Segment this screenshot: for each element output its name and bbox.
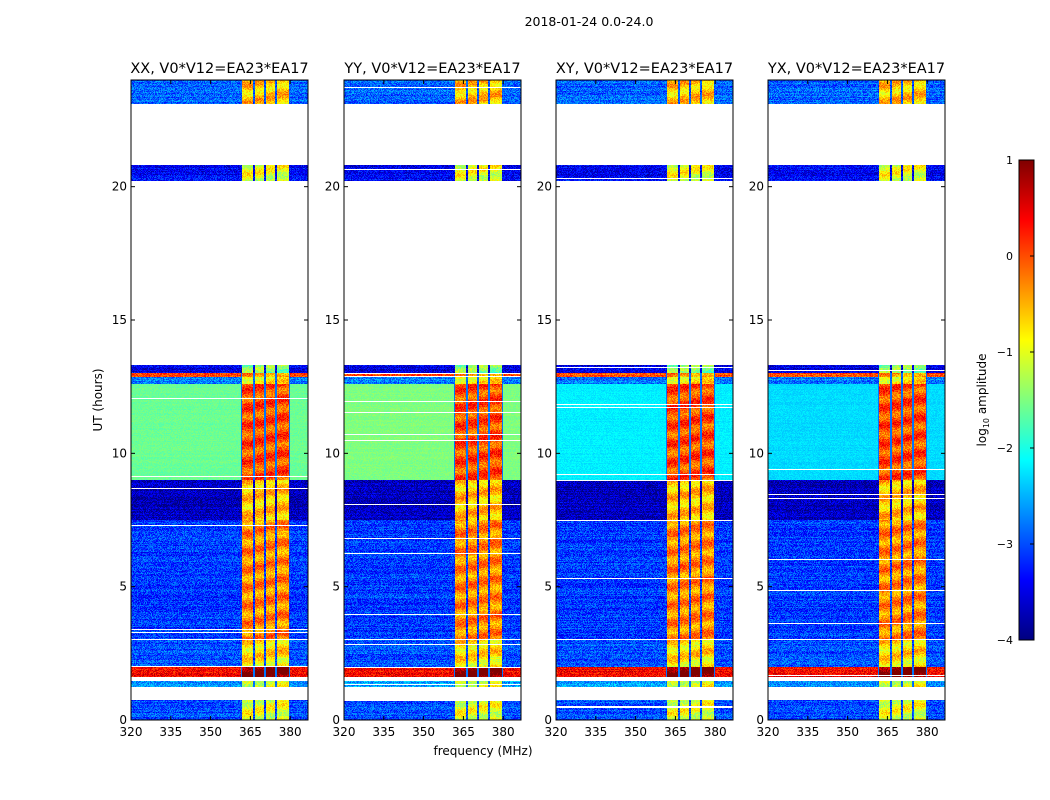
y-tick-label: 0: [756, 713, 764, 727]
heatmap-panel-xx: [131, 80, 308, 720]
x-tick-label: 380: [492, 725, 515, 739]
panel-frame: [130, 79, 309, 721]
y-tick-label: 20: [112, 180, 127, 194]
x-tick-label: 365: [876, 725, 899, 739]
x-tick-label: 380: [279, 725, 302, 739]
y-axis-label: UT (hours): [91, 368, 105, 431]
x-tick-label: 365: [664, 725, 687, 739]
colorbar-label: log10 amplitude: [975, 354, 991, 447]
x-axis-label: frequency (MHz): [433, 744, 532, 758]
colorbar-label-prefix: log: [975, 428, 989, 446]
colorbar-tick-label: 0: [1006, 250, 1013, 263]
colorbar-tick-label: 1: [1006, 154, 1013, 167]
y-tick-label: 10: [749, 446, 764, 460]
panel: YY, V0*V12=EA23*EA17 320 335 350 365 380 0 5 10 1…: [325, 61, 522, 739]
x-tick-label: 350: [412, 725, 435, 739]
colorbar-frame: [1018, 159, 1035, 641]
y-tick-label: 0: [119, 713, 127, 727]
y-tick-label: 15: [749, 313, 764, 327]
x-tick-label: 365: [452, 725, 475, 739]
colorbar: [1019, 160, 1034, 640]
panel-frame: [767, 79, 946, 721]
colorbar-tick-label: −3: [997, 538, 1013, 551]
y-tick-label: 0: [332, 713, 340, 727]
x-tick-label: 335: [796, 725, 819, 739]
x-tick-label: 320: [333, 725, 356, 739]
panel-title: YY, V0*V12=EA23*EA17: [343, 61, 520, 77]
heatmap-panel-xy: [556, 80, 733, 720]
colorbar-tick-label: −2: [997, 442, 1013, 455]
y-tick-label: 0: [544, 713, 552, 727]
x-tick-label: 350: [836, 725, 859, 739]
chart-title: 2018-01-24 0.0-24.0: [525, 14, 654, 29]
x-tick-label: 335: [372, 725, 395, 739]
x-tick-label: 335: [159, 725, 182, 739]
y-tick-label: 20: [325, 180, 340, 194]
panel-frame: [343, 79, 522, 721]
y-tick-label: 20: [537, 180, 552, 194]
y-tick-label: 10: [112, 446, 127, 460]
x-tick-label: 350: [199, 725, 222, 739]
panel-title: XY, V0*V12=EA23*EA17: [556, 61, 733, 77]
panel: YX, V0*V12=EA23*EA17 320 335 350 365 380 0 5 10 1…: [749, 61, 946, 739]
y-tick-label: 15: [537, 313, 552, 327]
panel-title: XX, V0*V12=EA23*EA17: [130, 61, 308, 77]
colorbar-label-sub: 10: [982, 418, 991, 428]
panel: XX, V0*V12=EA23*EA17 320 335 350 365 380 0 5 10 1…: [112, 61, 309, 739]
x-tick-label: 320: [757, 725, 780, 739]
colorbar-tick-label: −1: [997, 346, 1013, 359]
y-tick-label: 5: [332, 580, 340, 594]
y-tick-label: 15: [112, 313, 127, 327]
x-tick-label: 350: [624, 725, 647, 739]
y-tick-label: 5: [544, 580, 552, 594]
y-tick-label: 5: [119, 580, 127, 594]
colorbar-tick-label: −4: [997, 634, 1013, 647]
x-tick-label: 335: [584, 725, 607, 739]
x-tick-label: 320: [120, 725, 143, 739]
y-tick-label: 5: [756, 580, 764, 594]
panel-frame: [555, 79, 734, 721]
y-tick-label: 10: [325, 446, 340, 460]
heatmap-panel-yy: [344, 80, 521, 720]
panel: XY, V0*V12=EA23*EA17 320 335 350 365 380 0 5 10 1…: [537, 61, 734, 739]
y-tick-label: 15: [325, 313, 340, 327]
heatmap-panel-yx: [768, 80, 945, 720]
y-tick-label: 20: [749, 180, 764, 194]
x-tick-label: 380: [704, 725, 727, 739]
panel-title: YX, V0*V12=EA23*EA17: [767, 61, 945, 77]
x-tick-label: 380: [916, 725, 939, 739]
x-tick-label: 365: [239, 725, 262, 739]
x-tick-label: 320: [545, 725, 568, 739]
y-tick-label: 10: [537, 446, 552, 460]
colorbar-label-suffix: amplitude: [975, 354, 989, 418]
